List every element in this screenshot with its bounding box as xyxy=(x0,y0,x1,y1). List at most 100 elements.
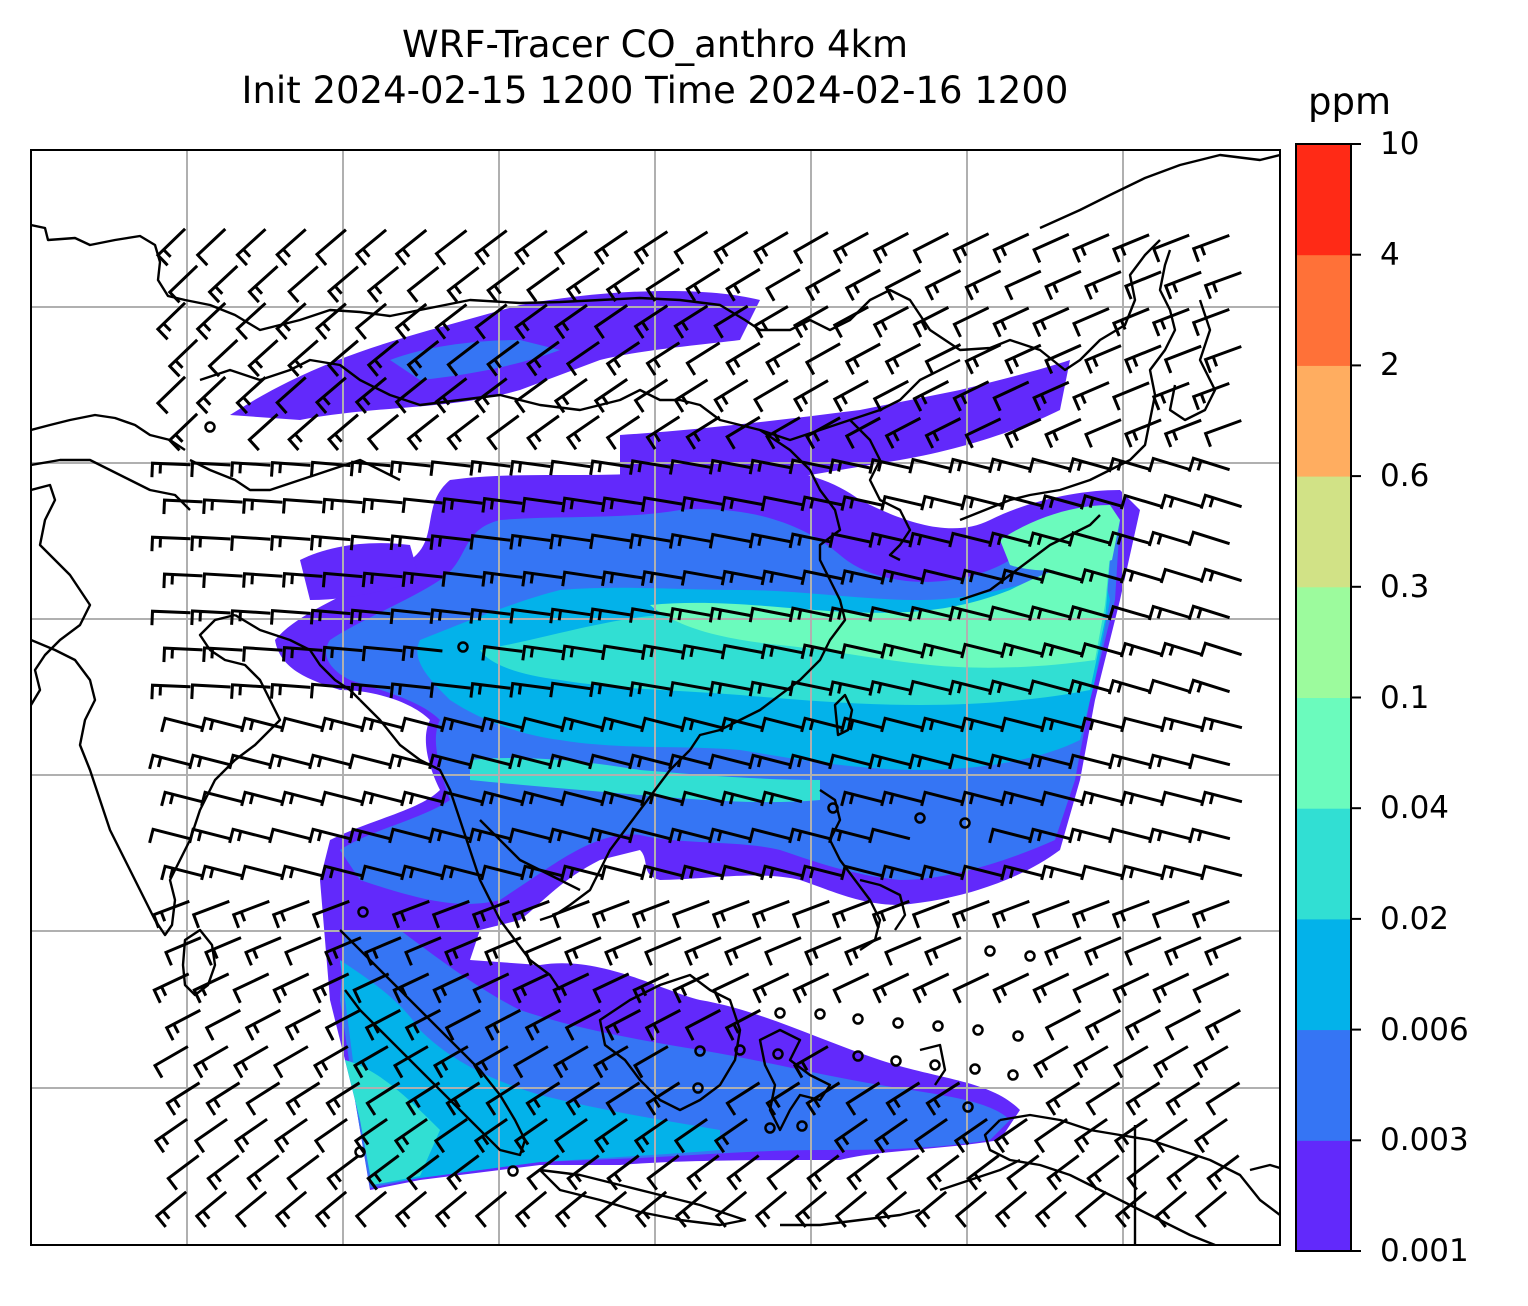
wind-barb xyxy=(753,231,789,265)
wind-barb xyxy=(471,899,510,929)
wind-barb xyxy=(1080,864,1123,881)
wind-barb xyxy=(429,534,471,550)
wind-barb xyxy=(1163,270,1202,300)
wind-barb xyxy=(309,608,351,625)
wind-barb xyxy=(314,302,347,340)
wind-barb xyxy=(1000,494,1043,511)
wind-barb xyxy=(1072,307,1110,337)
wind-barb xyxy=(886,1154,920,1191)
wind-barb xyxy=(593,304,629,340)
wind-barb xyxy=(601,644,643,661)
wind-barb xyxy=(994,1190,1028,1228)
wind-barb xyxy=(552,1045,589,1079)
wind-barb xyxy=(754,1190,788,1228)
wind-barb xyxy=(589,607,631,624)
wind-barb xyxy=(469,534,511,550)
wind-barb xyxy=(948,605,991,622)
wind-barb xyxy=(1200,864,1243,881)
wind-barb xyxy=(840,864,883,881)
wind-barb xyxy=(429,460,471,476)
wind-barb xyxy=(1187,530,1231,547)
title-line-2: Init 2024-02-15 1200 Time 2024-02-16 120… xyxy=(241,69,1069,112)
wind-barb xyxy=(551,899,590,929)
wind-barb xyxy=(673,230,709,265)
wind-barb xyxy=(270,608,311,625)
wind-barb xyxy=(564,936,602,966)
wind-barb xyxy=(884,342,922,375)
wind-barb xyxy=(680,495,723,512)
wind-barb xyxy=(275,302,307,341)
wind-barb xyxy=(389,608,431,625)
wind-barb xyxy=(207,338,239,378)
wind-barb xyxy=(924,269,962,301)
wind-barb xyxy=(434,1190,468,1228)
wind-barb xyxy=(960,494,1003,511)
wind-barb xyxy=(685,341,721,376)
wind-barb xyxy=(1151,233,1190,263)
calm-wind-markers xyxy=(204,421,1036,1177)
wind-barb xyxy=(788,753,831,770)
wind-barb xyxy=(565,414,600,451)
wind-barb xyxy=(1147,678,1191,695)
calm-wind-circle xyxy=(827,802,839,814)
wind-barb xyxy=(434,377,468,414)
wind-barb xyxy=(868,827,911,844)
wind-barb xyxy=(1114,1190,1148,1228)
colorbar-swatch xyxy=(1296,476,1351,588)
wind-barb xyxy=(924,343,962,375)
wind-barb xyxy=(633,1117,668,1154)
wind-barb xyxy=(1120,716,1163,733)
wind-barb xyxy=(1084,936,1122,966)
wind-barb xyxy=(804,268,841,302)
wind-barb xyxy=(360,790,403,807)
calm-wind-circle xyxy=(764,1122,776,1134)
wind-barb xyxy=(960,790,1003,807)
wind-barb xyxy=(164,1008,201,1041)
wind-barb xyxy=(840,790,883,807)
wind-barb xyxy=(605,341,641,377)
wind-barb xyxy=(1163,418,1202,448)
wind-barb xyxy=(1073,1117,1108,1154)
wind-barb xyxy=(508,753,551,770)
wind-barb xyxy=(1040,642,1083,658)
wind-barb xyxy=(1124,1008,1161,1041)
wind-barb xyxy=(765,268,801,302)
wind-barb xyxy=(960,642,1003,659)
wind-barb xyxy=(389,682,431,699)
wind-barb xyxy=(1123,270,1162,300)
wind-barb xyxy=(1187,456,1231,473)
wind-barb xyxy=(788,827,831,844)
wind-barb xyxy=(828,753,871,770)
wind-barb xyxy=(920,642,963,659)
wind-barb xyxy=(566,1154,600,1191)
wind-barb xyxy=(840,495,883,511)
wind-barb xyxy=(1151,307,1190,337)
wind-barb xyxy=(468,753,511,770)
colorbar-tick-label: 4 xyxy=(1380,236,1400,273)
wind-barb xyxy=(846,1154,880,1191)
wind-barb xyxy=(514,303,548,340)
wind-barb xyxy=(788,680,831,697)
wind-barb xyxy=(434,229,468,266)
wind-barb xyxy=(514,377,548,414)
wind-barb xyxy=(1191,381,1230,411)
wind-barb xyxy=(285,1081,321,1116)
wind-barb xyxy=(832,379,869,413)
wind-barb xyxy=(880,494,923,511)
wind-barb xyxy=(908,679,951,696)
wind-barb xyxy=(349,682,391,699)
wind-barb xyxy=(724,936,762,966)
wind-barb xyxy=(912,306,950,338)
wind-barb xyxy=(235,228,267,267)
wind-barb xyxy=(153,1117,188,1154)
wind-barb xyxy=(309,460,351,477)
wind-barb xyxy=(314,1190,348,1228)
wind-barb xyxy=(1080,716,1123,733)
wind-barb xyxy=(868,680,911,696)
wind-barb xyxy=(924,936,962,966)
wind-barb xyxy=(240,790,283,807)
wind-barb xyxy=(988,605,1031,622)
wind-barb xyxy=(445,1081,481,1116)
wind-barb xyxy=(925,1081,961,1116)
wind-barb xyxy=(640,496,683,512)
